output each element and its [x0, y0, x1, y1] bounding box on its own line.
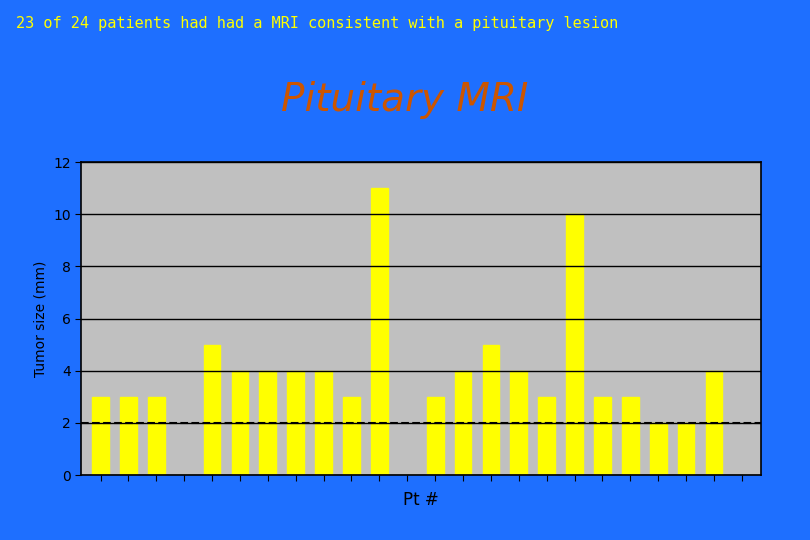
Bar — [454, 371, 471, 475]
Bar — [343, 397, 360, 475]
Bar — [650, 423, 667, 475]
Bar — [678, 423, 694, 475]
Bar — [315, 371, 332, 475]
Bar — [483, 345, 499, 475]
Bar — [594, 397, 611, 475]
Bar — [622, 397, 639, 475]
Bar — [566, 214, 583, 475]
Text: 23 of 24 patients had had a MRI consistent with a pituitary lesion: 23 of 24 patients had had a MRI consiste… — [16, 16, 619, 31]
Bar — [148, 397, 164, 475]
Bar — [92, 397, 109, 475]
Bar — [120, 397, 137, 475]
Y-axis label: Tumor size (mm): Tumor size (mm) — [33, 260, 48, 377]
Bar — [706, 371, 723, 475]
Bar — [232, 371, 249, 475]
Bar — [539, 397, 555, 475]
X-axis label: Pt #: Pt # — [403, 491, 439, 509]
Bar — [510, 371, 527, 475]
Bar — [259, 371, 276, 475]
Bar — [427, 397, 444, 475]
Bar — [288, 371, 304, 475]
Bar — [371, 188, 388, 475]
Bar — [203, 345, 220, 475]
Text: Pituitary MRI: Pituitary MRI — [281, 81, 529, 119]
